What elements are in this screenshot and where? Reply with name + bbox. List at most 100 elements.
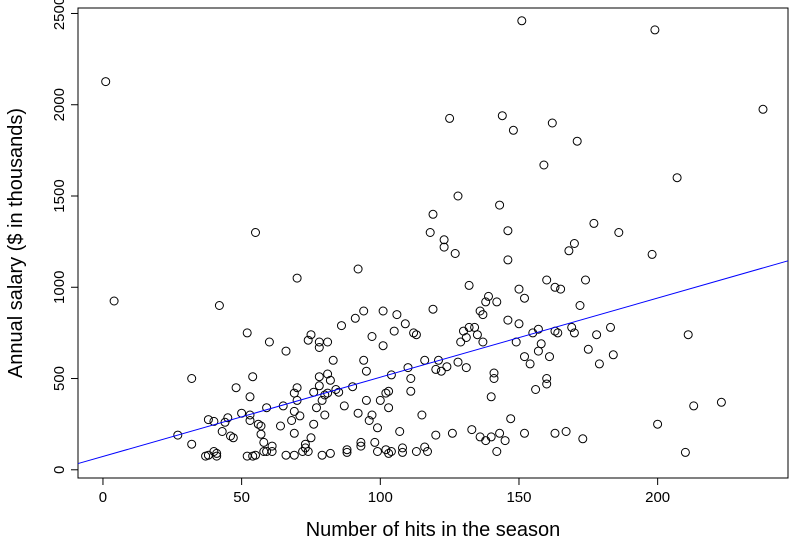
data-point: [384, 403, 394, 413]
data-point: [109, 296, 119, 306]
data-point: [431, 430, 441, 440]
data-point: [489, 374, 499, 383]
data-point: [212, 448, 222, 458]
data-point: [423, 447, 432, 456]
data-point: [411, 447, 421, 456]
data-point: [367, 332, 377, 341]
data-point: [276, 421, 285, 431]
data-point: [417, 410, 427, 420]
data-point: [353, 264, 363, 274]
data-point: [542, 374, 552, 383]
data-point: [361, 395, 371, 405]
data-point: [373, 423, 382, 433]
data-point: [508, 125, 518, 135]
data-point: [647, 249, 657, 259]
data-point: [367, 410, 377, 420]
data-point: [447, 428, 457, 438]
data-point: [680, 447, 690, 457]
data-point: [531, 385, 541, 394]
data-point: [173, 430, 183, 440]
data-point: [325, 448, 335, 458]
data-point: [353, 408, 363, 418]
data-point: [342, 447, 352, 457]
data-point: [450, 249, 460, 258]
data-point: [514, 319, 524, 329]
data-point: [392, 310, 402, 320]
data-point: [203, 415, 213, 425]
data-point: [398, 447, 407, 457]
data-point: [389, 326, 399, 336]
y-tick-label: 2000: [51, 88, 68, 121]
data-point: [334, 387, 344, 397]
data-point: [384, 448, 394, 458]
y-tick-label: 500: [51, 366, 68, 391]
data-point: [384, 386, 394, 396]
y-tick-label: 1500: [51, 179, 68, 212]
data-point: [569, 239, 579, 248]
data-point: [203, 450, 213, 460]
data-point: [342, 445, 352, 455]
regression-line: [77, 260, 789, 465]
data-point: [256, 421, 266, 431]
data-point: [492, 297, 502, 307]
data-point: [436, 366, 446, 376]
data-point: [467, 425, 477, 435]
data-point: [606, 322, 615, 332]
data-point: [470, 322, 480, 332]
data-point: [262, 447, 272, 456]
data-point: [317, 450, 327, 460]
data-point: [503, 226, 513, 236]
data-point: [312, 403, 321, 413]
data-point: [309, 419, 319, 429]
y-axis-title: Annual salary ($ in thousands): [5, 108, 27, 378]
data-point: [406, 386, 416, 396]
data-point: [575, 301, 585, 310]
data-point: [583, 344, 593, 354]
data-point: [317, 395, 327, 405]
data-point: [520, 293, 529, 303]
data-point: [398, 443, 407, 453]
data-point: [356, 437, 366, 447]
data-point: [209, 416, 219, 426]
data-point: [295, 411, 305, 421]
data-point: [561, 427, 571, 436]
data-point: [411, 330, 421, 340]
data-point: [439, 235, 449, 245]
data-point: [375, 395, 385, 405]
data-point: [536, 339, 546, 349]
data-point: [386, 447, 396, 456]
data-point: [356, 441, 366, 451]
y-tick-label: 0: [51, 466, 68, 474]
data-point: [461, 363, 471, 373]
data-point: [267, 441, 277, 451]
data-points: [101, 16, 768, 461]
data-point: [378, 341, 388, 351]
data-point: [267, 447, 277, 456]
x-axis-title: Number of hits in the season: [306, 519, 561, 541]
data-point: [242, 328, 252, 338]
data-point: [539, 160, 549, 170]
data-point: [289, 450, 299, 460]
data-point: [281, 450, 291, 460]
data-point: [550, 282, 560, 292]
data-point: [101, 77, 111, 87]
data-point: [212, 451, 222, 461]
data-point: [314, 381, 324, 391]
data-point: [442, 362, 452, 372]
data-point: [542, 379, 552, 389]
data-point: [492, 447, 502, 456]
data-point: [517, 16, 527, 26]
data-point: [434, 355, 443, 365]
data-point: [486, 432, 496, 442]
data-point: [395, 427, 405, 436]
data-point: [320, 410, 330, 420]
data-point: [503, 315, 513, 325]
data-point: [289, 428, 299, 438]
data-point: [400, 319, 410, 329]
data-point: [231, 383, 241, 393]
data-point: [547, 118, 557, 128]
data-point: [364, 416, 374, 425]
data-point: [475, 432, 485, 442]
data-point: [359, 355, 369, 365]
data-point: [589, 218, 599, 228]
